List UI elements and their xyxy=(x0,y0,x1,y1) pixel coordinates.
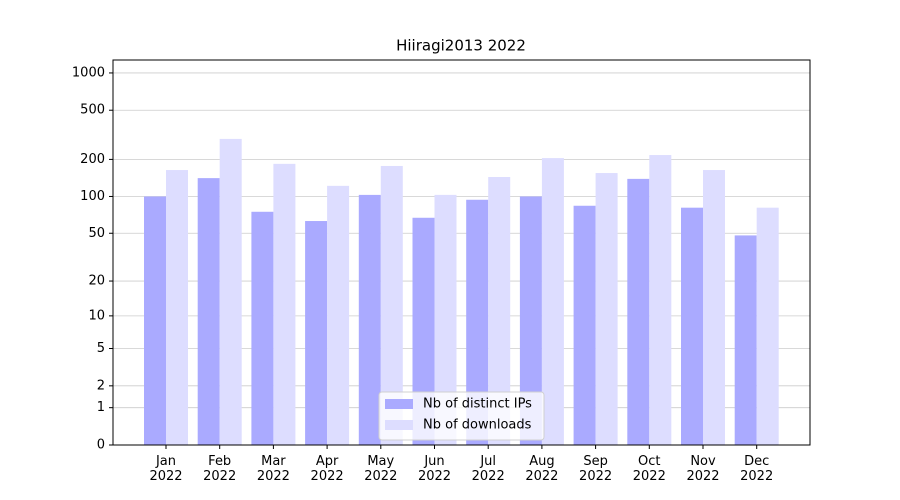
y-tick-label: 0 xyxy=(97,438,105,453)
bar xyxy=(197,178,220,445)
bar xyxy=(434,194,457,445)
x-tick-label: Dec 2022 xyxy=(740,454,774,484)
bar xyxy=(358,194,381,445)
bar xyxy=(703,170,725,446)
bar xyxy=(380,165,403,445)
x-tick-label: Jan 2022 xyxy=(149,454,183,484)
bar xyxy=(412,217,435,445)
bar xyxy=(734,235,757,445)
y-tick-label: 20 xyxy=(88,274,105,289)
x-tick-label: Jul 2022 xyxy=(471,454,505,484)
x-tick-label: May 2022 xyxy=(364,454,398,484)
bar xyxy=(541,158,564,445)
bar xyxy=(251,211,274,445)
legend: Nb of distinct IPs Nb of downloads xyxy=(378,391,545,441)
y-tick-label: 50 xyxy=(88,226,105,241)
legend-swatch xyxy=(385,399,413,409)
legend-label: Nb of downloads xyxy=(423,418,532,433)
axes-frame xyxy=(112,59,811,446)
legend-swatch xyxy=(385,420,413,430)
y-tick-label: 10 xyxy=(88,308,105,323)
bar xyxy=(681,207,703,445)
x-tick-label: Apr 2022 xyxy=(310,454,344,484)
chart-title: Hiiragi2013 2022 xyxy=(396,37,526,55)
bar xyxy=(273,163,296,446)
legend-label: Nb of distinct IPs xyxy=(423,397,532,412)
bar xyxy=(305,221,328,445)
bar xyxy=(327,185,350,446)
y-tick-label: 100 xyxy=(80,189,105,204)
bar xyxy=(466,199,489,445)
bar xyxy=(144,196,166,445)
bar xyxy=(649,155,672,445)
bar xyxy=(488,176,511,445)
x-tick-label: Jun 2022 xyxy=(417,454,452,484)
bar xyxy=(219,138,242,445)
x-tick-label: Aug 2022 xyxy=(525,454,559,484)
y-tick-label: 5 xyxy=(97,341,105,356)
bar xyxy=(627,178,650,445)
y-tick-label: 500 xyxy=(80,103,105,118)
x-tick-label: Mar 2022 xyxy=(256,454,290,484)
legend-frame xyxy=(378,391,545,441)
x-tick-label: Feb 2022 xyxy=(203,454,237,484)
bar xyxy=(519,196,542,445)
y-tick-label: 1000 xyxy=(72,65,105,80)
x-tick-label: Nov 2022 xyxy=(686,454,720,484)
bar xyxy=(573,205,596,445)
x-tick-label: Oct 2022 xyxy=(632,454,666,484)
bar xyxy=(756,207,779,445)
y-tick-label: 2 xyxy=(97,378,105,393)
y-tick-label: 200 xyxy=(80,152,105,167)
x-tick-label: Sep 2022 xyxy=(579,454,613,484)
y-tick-label: 1 xyxy=(97,400,105,415)
bar xyxy=(166,170,188,446)
bar xyxy=(595,173,618,446)
